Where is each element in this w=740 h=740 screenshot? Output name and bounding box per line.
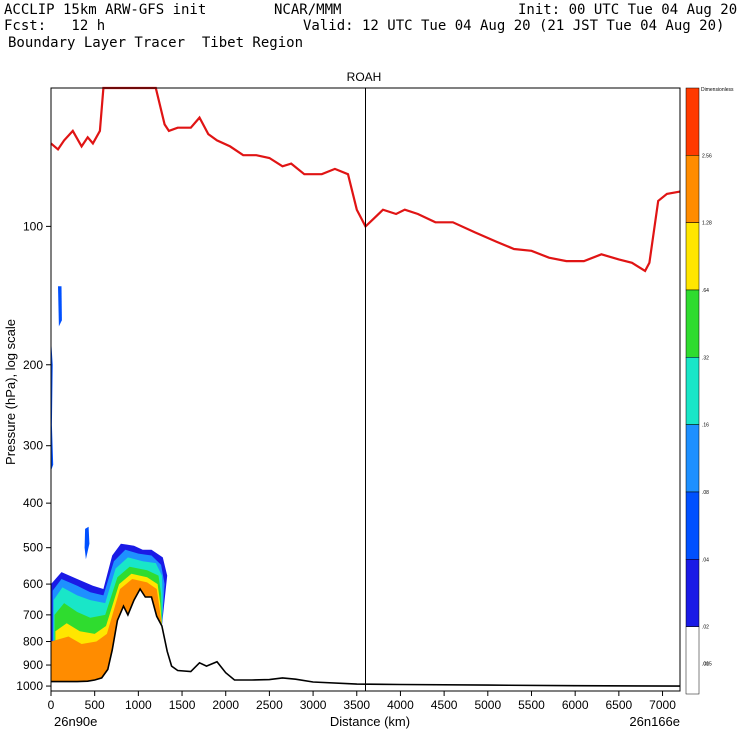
x-tick-label-3000: 3000: [300, 698, 327, 712]
y-tick-label-400: 400: [23, 496, 43, 510]
line-layer: [50, 86, 681, 691]
colorbar-swatch-0: [685, 87, 700, 156]
colorbar: Dimensionless 2.56 1.28 .64 .32 .16 .08 .04 .02.…: [685, 87, 734, 695]
colorbar-label-1: 1.28: [702, 221, 712, 227]
axes-layer: 0 500 1000 1500 2000 2500 3000 3500 4000 4500 5000…: [16, 219, 676, 712]
x-tick-label-3500: 3500: [343, 698, 370, 712]
colorbar-swatch-7: [685, 559, 700, 627]
colorbar-unit-label: Dimensionless: [701, 87, 734, 93]
colorbar-label-0: 2.56: [702, 153, 712, 159]
colorbar-swatch-5: [685, 424, 700, 493]
colorbar-label-3: .32: [702, 355, 709, 361]
colorbar-label-8: .01: [702, 662, 709, 668]
y-tick-label-200: 200: [23, 358, 43, 372]
x-tick-label-6500: 6500: [605, 698, 632, 712]
colorbar-label-9: .005: [702, 662, 712, 668]
x-tick-label-5000: 5000: [474, 698, 501, 712]
y-tick-label-500: 500: [23, 541, 43, 555]
chart-title: ROAH: [347, 70, 382, 84]
y-tick-label-1000: 1000: [16, 679, 43, 693]
tracer-region-7: [58, 286, 62, 327]
y-tick-label-700: 700: [23, 608, 43, 622]
x-tick-label-4000: 4000: [387, 698, 414, 712]
tracer-region-6: [51, 338, 54, 471]
colorbar-swatch-6: [685, 491, 700, 560]
colorbar-label-6: .04: [702, 557, 709, 563]
terrain-line: [51, 587, 681, 687]
colorbar-label-2: .64: [702, 288, 709, 294]
x-tick-label-2500: 2500: [256, 698, 283, 712]
colorbar-swatch-1: [685, 155, 700, 223]
colorbar-swatch-4: [685, 357, 700, 425]
y-tick-label-300: 300: [23, 439, 43, 453]
tracer-fill-layer: [51, 286, 168, 682]
x-axis-label: Distance (km): [330, 714, 410, 729]
header-line3-left: Boundary Layer Tracer Tibet Region: [8, 35, 304, 51]
y-tick-label-600: 600: [23, 577, 43, 591]
y-tick-label-100: 100: [23, 219, 43, 233]
colorbar-swatch-2: [685, 222, 700, 291]
header-line1-right: Init: 00 UTC Tue 04 Aug 20: [518, 2, 738, 18]
x-tick-label-0: 0: [48, 698, 55, 712]
x-tick-label-500: 500: [85, 698, 105, 712]
right-endpoint-label: 26n166e: [629, 714, 680, 729]
colorbar-swatch-8: [685, 626, 700, 695]
tracer-region-5: [51, 579, 162, 682]
colorbar-label-5: .08: [702, 490, 709, 496]
colorbar-label-4: .16: [702, 423, 709, 429]
header-line1-center: NCAR/MMM: [274, 2, 342, 18]
plot-frame: [50, 87, 681, 692]
header-line2-left: Fcst: 12 h: [4, 18, 106, 34]
y-tick-label-900: 900: [23, 658, 43, 672]
x-tick-label-4500: 4500: [431, 698, 458, 712]
colorbar-label-7: .02: [702, 625, 709, 631]
x-tick-label-5500: 5500: [518, 698, 545, 712]
tracer-region-8: [84, 526, 90, 560]
x-tick-label-7000: 7000: [649, 698, 676, 712]
x-tick-label-2000: 2000: [212, 698, 239, 712]
colorbar-swatch-3: [685, 289, 700, 358]
header-line2-right: Valid: 12 UTC Tue 04 Aug 20 (21 JST Tue …: [303, 18, 725, 34]
x-tick-label-1000: 1000: [125, 698, 152, 712]
y-tick-label-800: 800: [23, 635, 43, 649]
x-tick-label-1500: 1500: [169, 698, 196, 712]
header-line1-left: ACCLIP 15km ARW-GFS init: [4, 2, 207, 18]
x-tick-label-6000: 6000: [562, 698, 589, 712]
y-axis-label: Pressure (hPa), log scale: [3, 319, 18, 465]
left-endpoint-label: 26n90e: [54, 714, 97, 729]
